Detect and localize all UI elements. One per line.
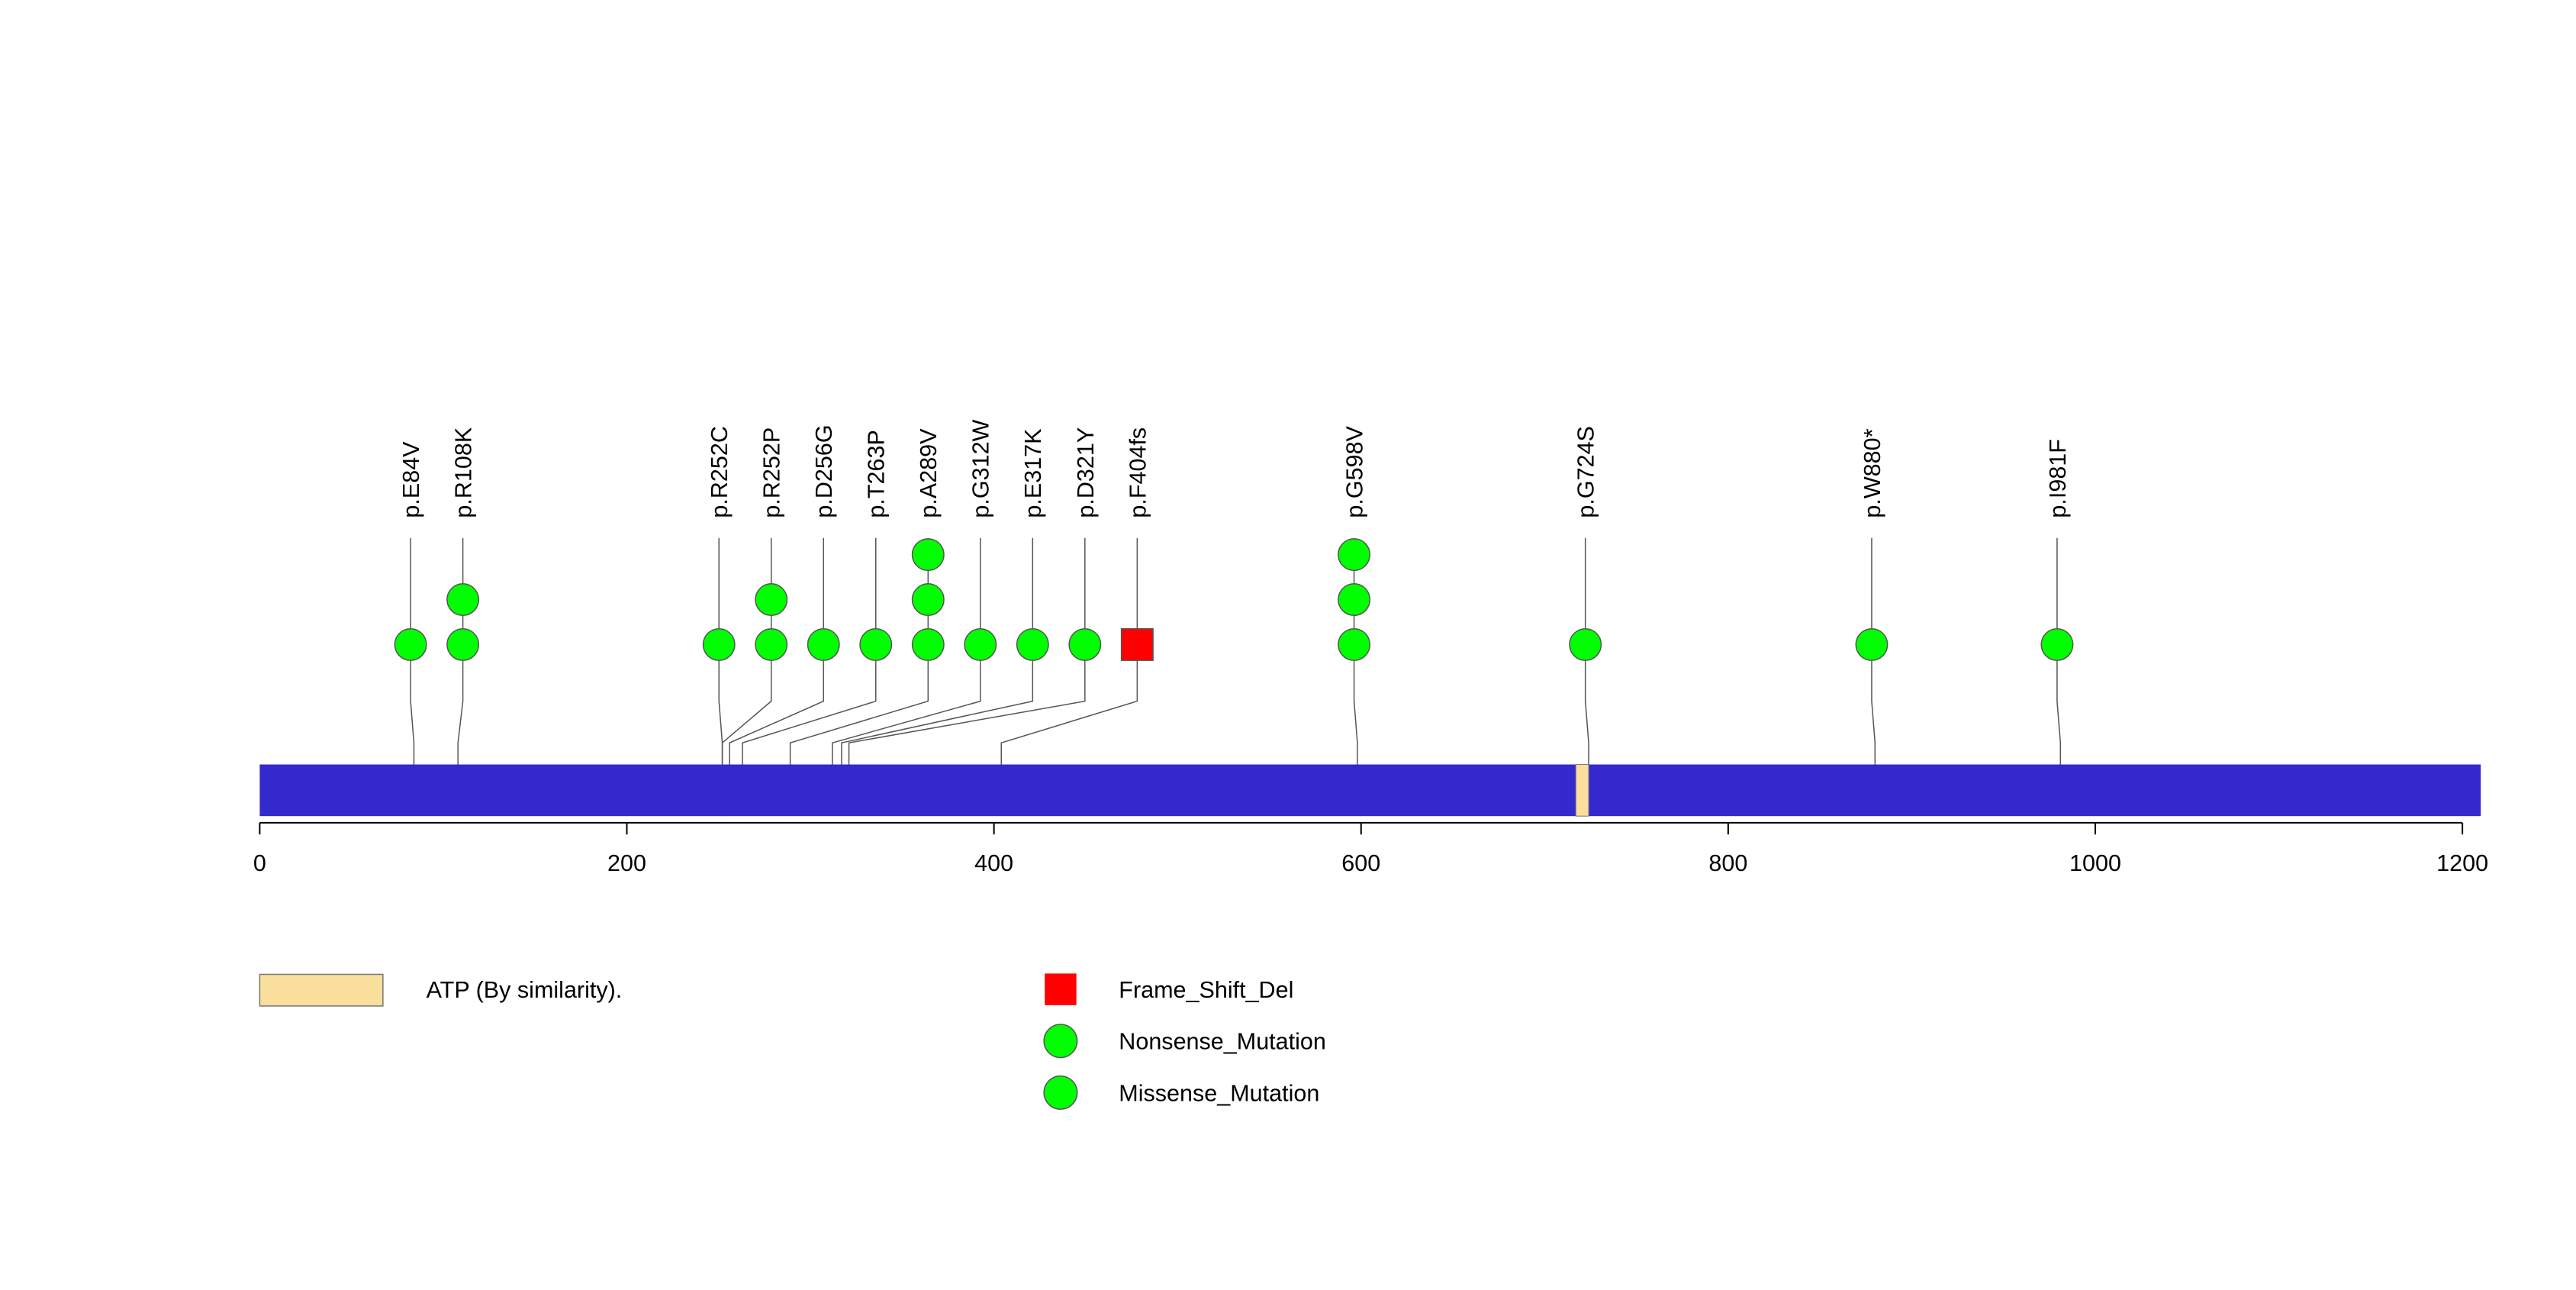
legend-marker-square	[1045, 973, 1077, 1005]
mutation-marker-circle	[394, 627, 427, 661]
axis-tick-label: 1200	[2436, 850, 2488, 876]
protein-bar	[259, 764, 2481, 817]
legend: ATP (By similarity). Frame_Shift_Del Nonse…	[259, 973, 1326, 1110]
axis-tick-label: 800	[1708, 850, 1747, 876]
mutation-marker-circle	[807, 627, 840, 661]
mutation-label: p.R252C	[707, 426, 733, 518]
mutation-marker-circle	[1338, 583, 1371, 616]
mutation-marker-circle	[911, 538, 945, 572]
axis-tick-label: 200	[607, 850, 646, 876]
protein-track	[259, 764, 2481, 817]
mutation-marker-circle	[755, 583, 788, 616]
mutation-label: p.E317K	[1020, 428, 1046, 518]
mutation-markers	[394, 538, 2074, 661]
mutation-label: p.E84V	[398, 441, 424, 518]
mutation-marker-circle	[1855, 627, 1889, 661]
axis-tick-label: 1000	[2069, 850, 2121, 876]
legend-marker-circle	[1043, 1024, 1078, 1059]
mutation-label: p.A289V	[916, 428, 942, 518]
mutation-marker-circle	[702, 627, 736, 661]
mutation-marker-circle	[755, 627, 788, 661]
mutation-marker-circle	[1016, 627, 1049, 661]
mutation-marker-circle	[911, 583, 945, 616]
mutation-label: p.G312W	[968, 419, 994, 518]
legend-label: Frame_Shift_Del	[1119, 977, 1293, 1003]
legend-domain-label: ATP (By similarity).	[427, 977, 623, 1003]
mutation-label: p.R108K	[451, 427, 477, 518]
mutation-label: p.G724S	[1573, 426, 1599, 518]
mutation-label: p.I981F	[2045, 439, 2071, 518]
mutation-marker-circle	[859, 627, 893, 661]
mutation-label: p.F404fs	[1125, 427, 1151, 518]
domain-block	[1575, 764, 1589, 817]
legend-marker-circle	[1043, 1075, 1078, 1110]
legend-domain-swatch	[259, 973, 384, 1007]
mutation-marker-circle	[446, 583, 480, 616]
mutation-marker-circle	[1569, 627, 1602, 661]
mutation-label: p.G598V	[1341, 425, 1367, 518]
mutation-label: p.R252P	[759, 427, 785, 518]
axis-tick-label: 600	[1341, 850, 1380, 876]
mutation-marker-circle	[2040, 627, 2074, 661]
mutation-label: p.W880*	[1860, 428, 1885, 518]
mutation-marker-circle	[964, 627, 997, 661]
legend-label: Missense_Mutation	[1119, 1080, 1319, 1106]
mutation-marker-circle	[1338, 627, 1371, 661]
mutation-labels: p.E84V p.R108K p.R252C p.R252P p.D256G p.T263…	[398, 419, 2071, 518]
axis-tick-label: 0	[253, 850, 266, 876]
mutation-label: p.D256G	[811, 424, 837, 518]
mutation-marker-square	[1120, 627, 1154, 661]
axis-tick-label: 400	[974, 850, 1013, 876]
x-axis: 0 200 400 600 800 1000 1200	[253, 821, 2488, 876]
legend-label: Nonsense_Mutation	[1119, 1029, 1326, 1055]
mutation-label: p.T263P	[864, 430, 890, 518]
mutation-label: p.D321Y	[1073, 427, 1099, 518]
mutation-marker-circle	[1068, 627, 1102, 661]
mutation-marker-circle	[446, 627, 480, 661]
mutation-marker-circle	[1338, 538, 1371, 572]
mutation-marker-circle	[911, 627, 945, 661]
